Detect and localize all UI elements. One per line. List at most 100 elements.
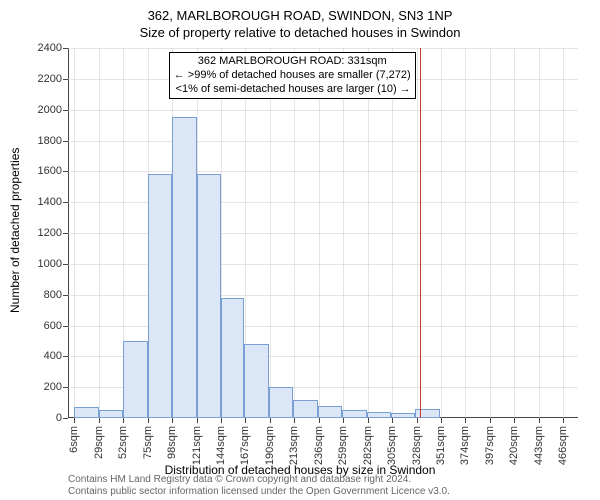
histogram-bar: [342, 410, 366, 418]
plot-area: 0200400600800100012001400160018002000220…: [68, 48, 578, 418]
grid-line: [539, 48, 540, 418]
grid-line: [514, 48, 515, 418]
grid-line: [74, 48, 75, 418]
xtick-label: 75sqm: [142, 426, 154, 459]
xtick-label: 328sqm: [411, 426, 423, 465]
histogram-bar: [293, 400, 317, 419]
xtick-mark: [539, 418, 540, 423]
histogram-bar: [148, 174, 172, 418]
xtick-mark: [123, 418, 124, 423]
histogram-bar: [123, 341, 147, 418]
xtick-label: 121sqm: [191, 426, 203, 465]
xtick-label: 167sqm: [239, 426, 251, 465]
y-axis-label-text: Number of detached properties: [8, 148, 22, 313]
ytick-label: 800: [44, 289, 68, 301]
annotation-line: ← >99% of detached houses are smaller (7…: [174, 69, 411, 83]
ytick-label: 400: [44, 350, 68, 362]
ytick-label: 1600: [38, 165, 68, 177]
annotation-line: 362 MARLBOROUGH ROAD: 331sqm: [174, 55, 411, 69]
xtick-label: 259sqm: [337, 426, 349, 465]
xtick-label: 29sqm: [93, 426, 105, 459]
grid-line: [68, 110, 578, 111]
histogram-bar: [391, 413, 415, 418]
grid-line: [68, 295, 578, 296]
xtick-label: 374sqm: [459, 426, 471, 465]
xtick-mark: [270, 418, 271, 423]
title-main: 362, MARLBOROUGH ROAD, SWINDON, SN3 1NP: [0, 0, 600, 23]
grid-line: [441, 48, 442, 418]
ytick-label: 1800: [38, 135, 68, 147]
xtick-mark: [74, 418, 75, 423]
xtick-mark: [417, 418, 418, 423]
grid-line: [319, 48, 320, 418]
xtick-mark: [172, 418, 173, 423]
xtick-mark: [368, 418, 369, 423]
histogram-bar: [74, 407, 98, 418]
ytick-label: 600: [44, 320, 68, 332]
grid-line: [368, 48, 369, 418]
xtick-label: 443sqm: [533, 426, 545, 465]
footer-line-1: Contains HM Land Registry data © Crown c…: [68, 474, 450, 486]
ytick-label: 0: [56, 412, 68, 424]
xtick-label: 98sqm: [166, 426, 178, 459]
grid-line: [68, 141, 578, 142]
histogram-bar: [221, 298, 244, 418]
grid-line: [68, 171, 578, 172]
xtick-label: 282sqm: [362, 426, 374, 465]
xtick-mark: [343, 418, 344, 423]
xtick-mark: [148, 418, 149, 423]
xtick-label: 397sqm: [484, 426, 496, 465]
xtick-label: 190sqm: [264, 426, 276, 465]
xtick-label: 305sqm: [386, 426, 398, 465]
reference-line: [420, 48, 421, 418]
ytick-label: 2000: [38, 104, 68, 116]
grid-line: [392, 48, 393, 418]
xtick-label: 6sqm: [68, 426, 80, 453]
xtick-label: 466sqm: [557, 426, 569, 465]
footer-attribution: Contains HM Land Registry data © Crown c…: [68, 474, 450, 498]
grid-line: [294, 48, 295, 418]
xtick-label: 52sqm: [117, 426, 129, 459]
grid-line: [465, 48, 466, 418]
grid-line: [99, 48, 100, 418]
xtick-label: 144sqm: [215, 426, 227, 465]
histogram-bar: [172, 117, 196, 418]
xtick-mark: [514, 418, 515, 423]
histogram-bar: [269, 387, 293, 418]
histogram-bar: [197, 174, 221, 418]
y-axis-label: Number of detached properties: [8, 148, 22, 313]
xtick-label: 213sqm: [288, 426, 300, 465]
annotation-line: <1% of semi-detached houses are larger (…: [174, 83, 411, 97]
histogram-bar: [367, 412, 391, 418]
xtick-mark: [490, 418, 491, 423]
xtick-mark: [245, 418, 246, 423]
chart-container: 362, MARLBOROUGH ROAD, SWINDON, SN3 1NP …: [0, 0, 600, 500]
histogram-bar: [99, 410, 123, 418]
ytick-label: 1000: [38, 258, 68, 270]
xtick-mark: [197, 418, 198, 423]
grid-line: [68, 202, 578, 203]
xtick-label: 236sqm: [313, 426, 325, 465]
grid-line: [68, 326, 578, 327]
ytick-label: 1400: [38, 196, 68, 208]
xtick-mark: [563, 418, 564, 423]
annotation-box: 362 MARLBOROUGH ROAD: 331sqm← >99% of de…: [169, 52, 416, 99]
xtick-mark: [392, 418, 393, 423]
grid-line: [490, 48, 491, 418]
grid-line: [417, 48, 418, 418]
grid-line: [68, 48, 578, 49]
xtick-mark: [465, 418, 466, 423]
xtick-mark: [294, 418, 295, 423]
footer-line-2: Contains public sector information licen…: [68, 486, 450, 498]
xtick-mark: [99, 418, 100, 423]
xtick-mark: [221, 418, 222, 423]
xtick-mark: [319, 418, 320, 423]
grid-line: [343, 48, 344, 418]
histogram-bar: [318, 406, 342, 418]
xtick-label: 351sqm: [435, 426, 447, 465]
grid-line: [68, 233, 578, 234]
xtick-label: 420sqm: [508, 426, 520, 465]
grid-line: [563, 48, 564, 418]
grid-line: [270, 48, 271, 418]
histogram-bar: [244, 344, 268, 418]
